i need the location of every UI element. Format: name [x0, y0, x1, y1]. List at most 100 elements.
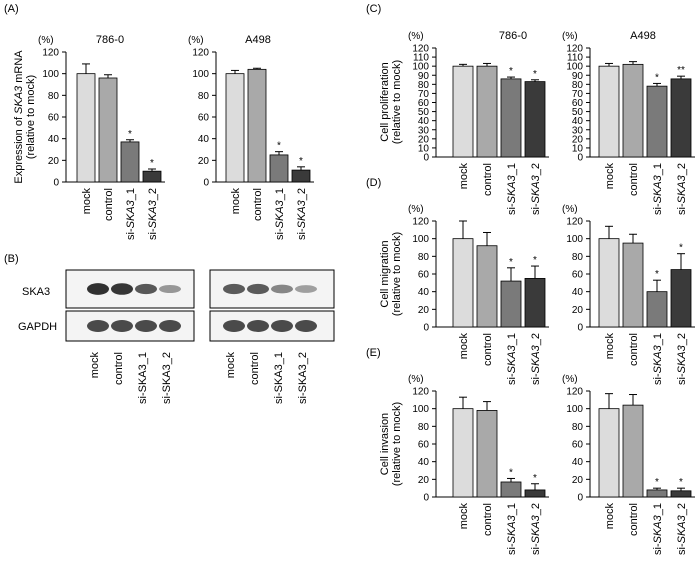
x-tick-label: si-SKA3_1 — [652, 333, 664, 385]
blot-lane-label-control: control — [113, 352, 125, 385]
bar — [476, 65, 498, 158]
y-tick-label: 80 — [572, 422, 584, 433]
bar — [646, 291, 668, 328]
y-tick-label: 40 — [198, 134, 210, 145]
y-tick-label: 100 — [566, 234, 583, 245]
chart-title: 786-0 — [499, 30, 527, 42]
y-tick-label: 50 — [572, 107, 584, 118]
chart-e-786: 0 20 40 60 80 100 120 (%) Cell invasion (relative… — [379, 374, 549, 555]
western-blot: SKA3 GAPDH mock control si-SKA3_1 si-SKA… — [18, 269, 335, 404]
y-tick-label: 100 — [566, 62, 583, 73]
blot-band-gapdh — [87, 320, 109, 332]
bar — [500, 78, 522, 158]
bar — [500, 481, 522, 498]
y-tick-label: 30 — [572, 125, 584, 136]
y-tick-label: 10 — [418, 143, 430, 154]
y-tick-label: 20 — [572, 475, 584, 486]
x-tick-label: control — [628, 163, 640, 196]
y-axis-label-sub: (relative to mock) — [25, 75, 37, 159]
y-tick-label: 120 — [412, 44, 429, 55]
bar — [452, 408, 474, 498]
y-tick-label: 40 — [418, 116, 430, 127]
y-tick-label: 0 — [203, 178, 209, 189]
chart-title: 786-0 — [96, 34, 124, 46]
blot-lane-label-mock: mock — [225, 352, 237, 379]
bar — [452, 238, 474, 328]
y-tick-label: 60 — [198, 113, 210, 124]
x-tick-label: si-SKA3_1 — [506, 333, 518, 385]
blot-band-ska3 — [247, 283, 269, 295]
significance-marker: * — [509, 467, 513, 478]
x-tick-label: control — [252, 188, 264, 221]
y-tick-label: 80 — [572, 80, 584, 91]
chart-a-a498: 0 20 40 60 80 100 120 (%) A498 mock control * si-SKA… — [188, 34, 314, 240]
x-tick-label: control — [482, 503, 494, 536]
bar — [622, 404, 644, 498]
x-tick-label: mock — [230, 188, 242, 215]
panel-label-d: (D) — [366, 177, 381, 189]
bar — [291, 169, 311, 183]
x-tick-label: si-SKA3_1 — [652, 503, 664, 555]
x-tick-label: si-SKA3_2 — [530, 503, 542, 555]
y-tick-label: 30 — [418, 125, 430, 136]
x-tick-label: si-SKA3_2 — [296, 188, 308, 240]
significance-marker: ** — [677, 65, 685, 76]
bar — [524, 489, 546, 498]
y-tick-label: 110 — [567, 53, 583, 64]
y-tick-label: 40 — [418, 457, 430, 468]
blot-lane-label-si-ska3-1: si-SKA3_1 — [137, 352, 149, 404]
bar — [476, 245, 498, 328]
blot-band-gapdh — [111, 320, 133, 332]
blot-row-label-gapdh: GAPDH — [18, 321, 57, 333]
chart-a-786: 0 20 40 60 80 100 120 (%) 786-0 Expression of SKA… — [13, 34, 165, 240]
blot-lane-label-si-ska3-1: si-SKA3_1 — [273, 352, 285, 404]
unit-label: (%) — [188, 35, 204, 46]
blot-band-ska3 — [135, 283, 157, 295]
bar — [120, 141, 140, 183]
y-tick-label: 40 — [572, 457, 584, 468]
y-tick-label: 20 — [418, 134, 430, 145]
bar — [622, 242, 644, 328]
significance-marker: * — [277, 141, 281, 152]
blot-band-ska3 — [223, 283, 245, 295]
y-tick-label: 80 — [48, 91, 60, 102]
x-tick-label: si-SKA3_2 — [147, 188, 159, 240]
y-tick-label: 20 — [48, 156, 60, 167]
y-tick-label: 60 — [418, 98, 430, 109]
significance-marker: * — [679, 243, 683, 254]
x-tick-label: control — [628, 503, 640, 536]
y-tick-label: 110 — [413, 53, 429, 64]
bar — [247, 68, 267, 183]
bar — [476, 410, 498, 498]
bar — [524, 81, 546, 158]
y-tick-label: 120 — [412, 387, 429, 398]
bar — [500, 280, 522, 328]
x-tick-label: control — [482, 163, 494, 196]
blot-band-gapdh — [159, 320, 181, 332]
significance-marker: * — [655, 269, 659, 280]
x-tick-label: si-SKA3_1 — [274, 188, 286, 240]
y-tick-label: 20 — [198, 156, 210, 167]
y-axis-label: Cell proliferation — [379, 62, 391, 141]
significance-marker: * — [150, 158, 154, 169]
y-tick-label: 90 — [572, 71, 584, 82]
bar — [646, 489, 668, 498]
bar — [76, 73, 96, 183]
x-tick-label: mock — [458, 333, 470, 360]
y-tick-label: 20 — [418, 475, 430, 486]
x-tick-label: si-SKA3_2 — [530, 333, 542, 385]
bar — [225, 73, 245, 183]
x-tick-label: si-SKA3_1 — [652, 163, 664, 215]
unit-label: (%) — [408, 204, 424, 215]
blot-row-label-ska3: SKA3 — [22, 286, 50, 298]
y-tick-label: 40 — [572, 116, 584, 127]
x-tick-label: si-SKA3_2 — [676, 163, 688, 215]
y-axis-label: Cell migration — [379, 240, 391, 307]
bar — [98, 77, 118, 183]
y-tick-label: 60 — [48, 113, 60, 124]
y-tick-label: 40 — [418, 287, 430, 298]
blot-band-gapdh — [295, 320, 317, 332]
